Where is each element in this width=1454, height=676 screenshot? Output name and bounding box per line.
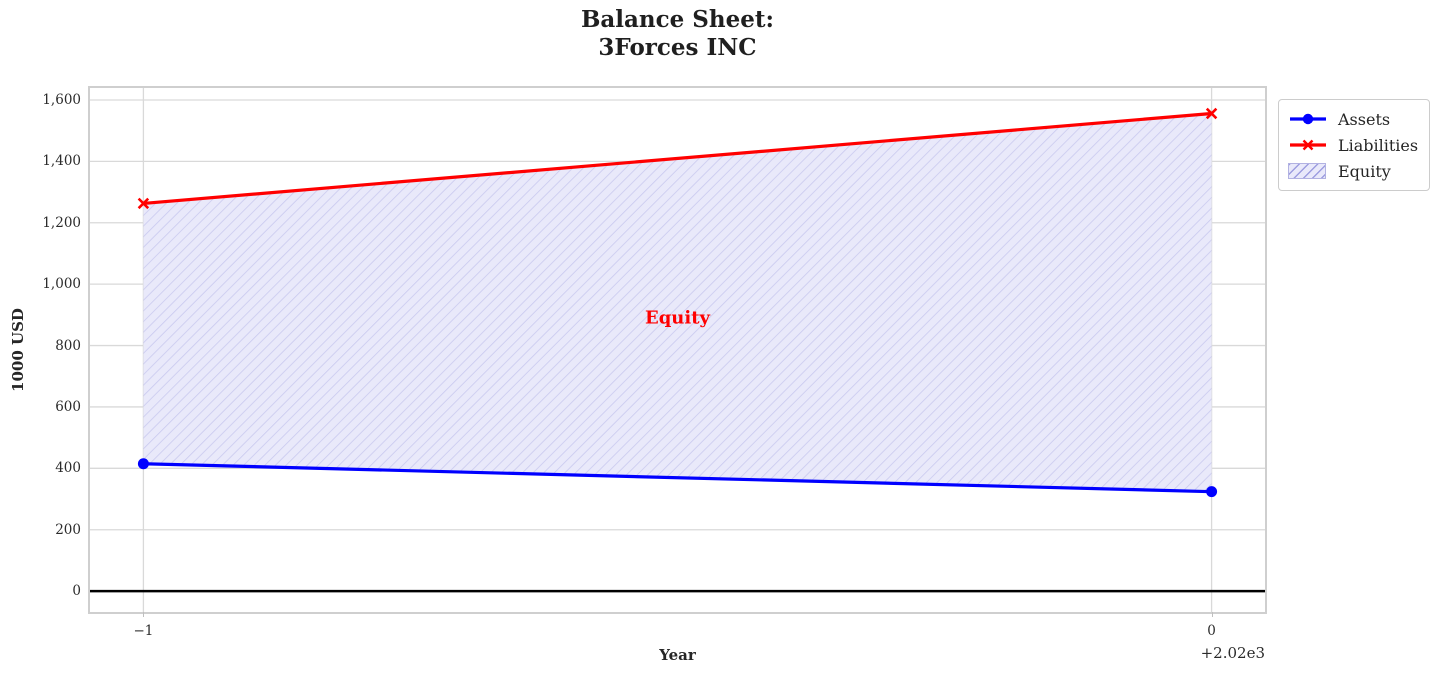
legend-item-assets: Assets xyxy=(1288,106,1418,132)
xtick-label: −1 xyxy=(133,623,154,639)
ytick-label: 1,400 xyxy=(42,153,81,170)
xtick-mark xyxy=(1211,612,1213,617)
legend-label-equity: Equity xyxy=(1338,161,1391,181)
chart-title: Balance Sheet: 3Forces INC xyxy=(580,6,775,61)
legend-label-liabilities: Liabilities xyxy=(1338,135,1419,155)
equity-area-annotation: Equity xyxy=(644,307,711,329)
assets-line-icon xyxy=(1290,113,1326,125)
ytick-label: 200 xyxy=(55,521,81,538)
legend-item-equity: Equity xyxy=(1288,158,1418,184)
legend-label-assets: Assets xyxy=(1338,109,1391,129)
chart-canvas xyxy=(90,88,1265,612)
legend: Assets Liabilities Equity xyxy=(1278,99,1431,191)
x-axis-label: Year xyxy=(659,646,696,664)
ytick-label: 600 xyxy=(55,398,81,415)
xtick-label: 0 xyxy=(1207,623,1216,639)
x-axis-offset-text: +2.02e3 xyxy=(1200,644,1265,662)
ytick-label: 1,200 xyxy=(42,214,81,231)
xtick-mark xyxy=(143,612,145,617)
ytick-label: 1,600 xyxy=(42,91,81,108)
ytick-label: 400 xyxy=(55,460,81,477)
ytick-label: 0 xyxy=(72,583,81,600)
plot-area xyxy=(88,86,1267,614)
legend-item-liabilities: Liabilities xyxy=(1288,132,1418,158)
ytick-label: 1,000 xyxy=(42,276,81,293)
equity-patch-icon xyxy=(1288,163,1328,179)
liabilities-line-icon xyxy=(1290,139,1326,151)
ytick-label: 800 xyxy=(55,337,81,354)
